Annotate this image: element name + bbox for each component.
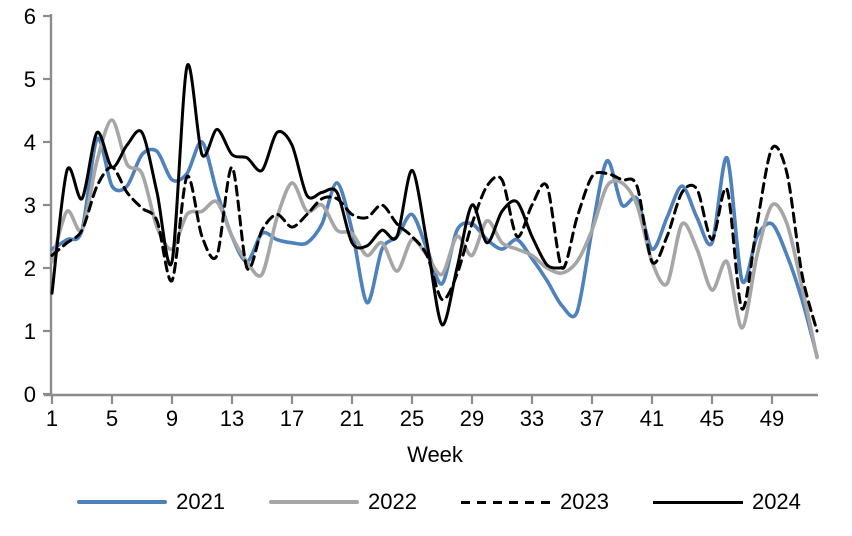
x-tick-label: 49 bbox=[760, 406, 784, 431]
y-tick-label: 0 bbox=[24, 382, 36, 407]
legend-label-2022: 2022 bbox=[368, 489, 417, 514]
y-tick-label: 2 bbox=[24, 256, 36, 281]
series-line-2023 bbox=[50, 144, 819, 333]
legend-item-2021: 2021 bbox=[77, 489, 225, 515]
legend-swatch-2021-line bbox=[77, 500, 168, 504]
x-tick-label: 13 bbox=[220, 406, 244, 431]
series-line-2022 bbox=[50, 118, 819, 360]
x-tick-label: 21 bbox=[340, 406, 364, 431]
legend-label-2021: 2021 bbox=[176, 489, 226, 514]
legend-item-2022: 2022 bbox=[269, 489, 417, 515]
x-tick-label: 25 bbox=[400, 406, 424, 431]
x-tick-label: 45 bbox=[700, 406, 724, 431]
legend-swatch-2024-line bbox=[652, 500, 743, 504]
x-tick-label: 17 bbox=[280, 406, 304, 431]
x-tick-label: 33 bbox=[520, 406, 544, 431]
y-tick-label: 4 bbox=[24, 130, 36, 155]
legend-label-2023: 2023 bbox=[560, 489, 609, 514]
y-tick-label: 5 bbox=[24, 67, 36, 92]
legend-label-2024: 2024 bbox=[751, 489, 801, 514]
y-tick-label: 3 bbox=[24, 193, 36, 218]
x-axis-title: Week bbox=[407, 442, 464, 467]
legend-item-2023: 2023 bbox=[461, 489, 609, 515]
chart-legend: 2021 2022 2023 2024 bbox=[0, 489, 852, 515]
series-line-2024 bbox=[50, 63, 564, 327]
legend-swatch-2023-dashed-line bbox=[461, 500, 551, 504]
x-tick-label: 5 bbox=[106, 406, 118, 431]
x-tick-label: 37 bbox=[580, 406, 604, 431]
y-tick-label: 6 bbox=[24, 4, 36, 29]
legend-item-2024: 2024 bbox=[652, 489, 801, 515]
x-tick-label: 29 bbox=[460, 406, 484, 431]
axes-layer bbox=[43, 14, 818, 404]
y-tick-label: 1 bbox=[24, 319, 36, 344]
x-tick-label: 1 bbox=[46, 406, 58, 431]
series-layer bbox=[50, 63, 819, 360]
legend-swatch-2022-line bbox=[269, 500, 360, 504]
x-tick-label: 41 bbox=[640, 406, 664, 431]
x-tick-label: 9 bbox=[166, 406, 178, 431]
